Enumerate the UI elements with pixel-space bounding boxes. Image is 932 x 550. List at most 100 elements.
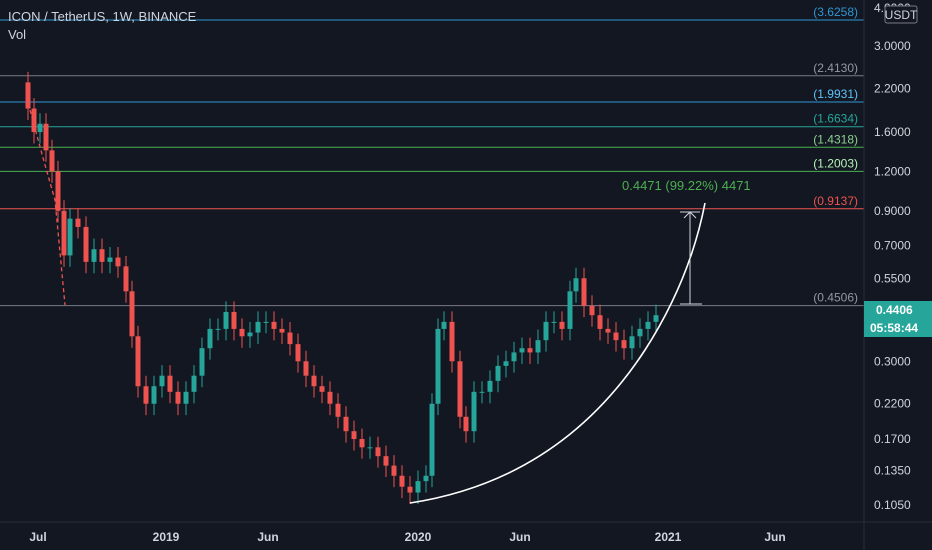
candle-body — [159, 375, 165, 387]
price-tick-label: 1.6000 — [874, 125, 911, 139]
candle-body — [135, 336, 141, 387]
candle-body — [637, 328, 643, 337]
candle-body — [519, 348, 525, 353]
candle-body — [215, 328, 221, 330]
currency-badge-label: USDT — [885, 8, 918, 22]
price-tick-label: 0.1050 — [874, 498, 911, 512]
currency-badge[interactable]: USDT — [884, 5, 918, 24]
level-label: (0.4506) — [813, 291, 858, 305]
candle-body — [255, 321, 261, 333]
candle-body — [183, 391, 189, 404]
price-tick-label: 0.1350 — [874, 464, 911, 478]
candle-body — [581, 278, 587, 306]
candle-body — [495, 365, 501, 381]
candle-body — [343, 416, 349, 432]
price-tick-label: 0.1700 — [874, 432, 911, 446]
candle-body — [375, 447, 381, 457]
price-axis-ticks: 4.00003.00002.20001.60001.20000.90000.70… — [874, 1, 911, 512]
candle-body — [143, 386, 149, 404]
candle-body — [99, 249, 105, 262]
fib-levels: (3.6258) (2.4130) (1.9931) (1.6634) (1.4318)… — [0, 5, 864, 307]
time-tick-label: Jun — [764, 530, 785, 544]
candle-body — [435, 328, 441, 404]
candle-body — [75, 218, 81, 227]
price-tick-label: 0.9000 — [874, 204, 911, 218]
candle-body — [107, 257, 113, 262]
candle-body — [303, 361, 309, 376]
candle-body — [449, 321, 455, 362]
price-badge-value: 0.4406 — [876, 303, 913, 317]
candle-body — [621, 340, 627, 349]
candle-body — [191, 375, 197, 392]
candles — [25, 71, 659, 504]
candle-body — [295, 344, 301, 362]
candle-body — [311, 375, 317, 387]
level-label: (2.4130) — [813, 61, 858, 75]
price-tick-label: 0.5500 — [874, 271, 911, 285]
candle-body — [91, 249, 97, 262]
candle-body — [49, 150, 55, 172]
candle-body — [115, 257, 121, 267]
candle-body — [527, 348, 533, 353]
candle-body — [123, 266, 129, 292]
candle-body — [37, 123, 43, 133]
candle-body — [319, 386, 325, 392]
candle-body — [359, 439, 365, 448]
candle-body — [351, 431, 357, 440]
candle-body — [55, 171, 61, 211]
candle-body — [247, 332, 253, 337]
candle-body — [399, 475, 405, 487]
candle-body — [279, 328, 285, 333]
candle-body — [457, 361, 463, 417]
chart-legend[interactable]: ICON / TetherUS, 1W, BINANCE Vol — [8, 8, 196, 44]
candle-body — [175, 391, 181, 404]
time-tick-label: Jun — [509, 530, 530, 544]
candle-body — [407, 486, 413, 493]
candle-body — [327, 391, 333, 404]
level-label: (1.6634) — [813, 112, 858, 126]
time-tick-label: 2021 — [655, 530, 682, 544]
candle-body — [263, 321, 269, 323]
candle-body — [391, 465, 397, 476]
candle-body — [589, 305, 595, 316]
candle-body — [61, 210, 67, 256]
candle-body — [239, 328, 245, 337]
candle-body — [653, 315, 659, 322]
candle-body — [43, 123, 49, 151]
candle-body — [463, 416, 469, 432]
candle-body — [645, 321, 651, 329]
time-tick-label: Jun — [257, 530, 278, 544]
candle-body — [503, 361, 509, 366]
price-tick-label: 3.0000 — [874, 39, 911, 53]
candle-body — [129, 291, 135, 337]
level-label: (0.9137) — [813, 194, 858, 208]
symbol-title: ICON / TetherUS, 1W, BINANCE — [8, 9, 197, 24]
price-tick-label: 2.2000 — [874, 81, 911, 95]
candle-body — [479, 391, 485, 393]
dashed-trend-line — [29, 109, 66, 306]
candle-body — [559, 321, 565, 329]
candle-body — [151, 386, 157, 404]
candle-body — [551, 321, 557, 323]
candle-body — [471, 391, 477, 432]
price-tick-label: 1.2000 — [874, 164, 911, 178]
candle-body — [543, 321, 549, 341]
price-badge-countdown: 05:58:44 — [870, 321, 918, 335]
volume-indicator-label[interactable]: Vol — [8, 27, 27, 42]
price-badge: 0.4406 05:58:44 — [864, 301, 932, 337]
candle-body — [335, 403, 341, 417]
candle-body — [83, 226, 89, 262]
measure-label: 0.4471 (99.22%) 4471 — [622, 178, 751, 193]
level-label: (1.4318) — [813, 132, 858, 146]
price-tick-label: 0.2200 — [874, 397, 911, 411]
candle-body — [383, 456, 389, 466]
time-tick-label: Jul — [29, 530, 46, 544]
candle-body — [231, 311, 237, 329]
level-label: (1.2003) — [813, 156, 858, 170]
candle-body — [629, 336, 635, 349]
time-tick-label: 2020 — [405, 530, 432, 544]
measure-arrow-icon — [683, 211, 697, 219]
candle-body — [207, 328, 213, 349]
candle-body — [167, 375, 173, 392]
